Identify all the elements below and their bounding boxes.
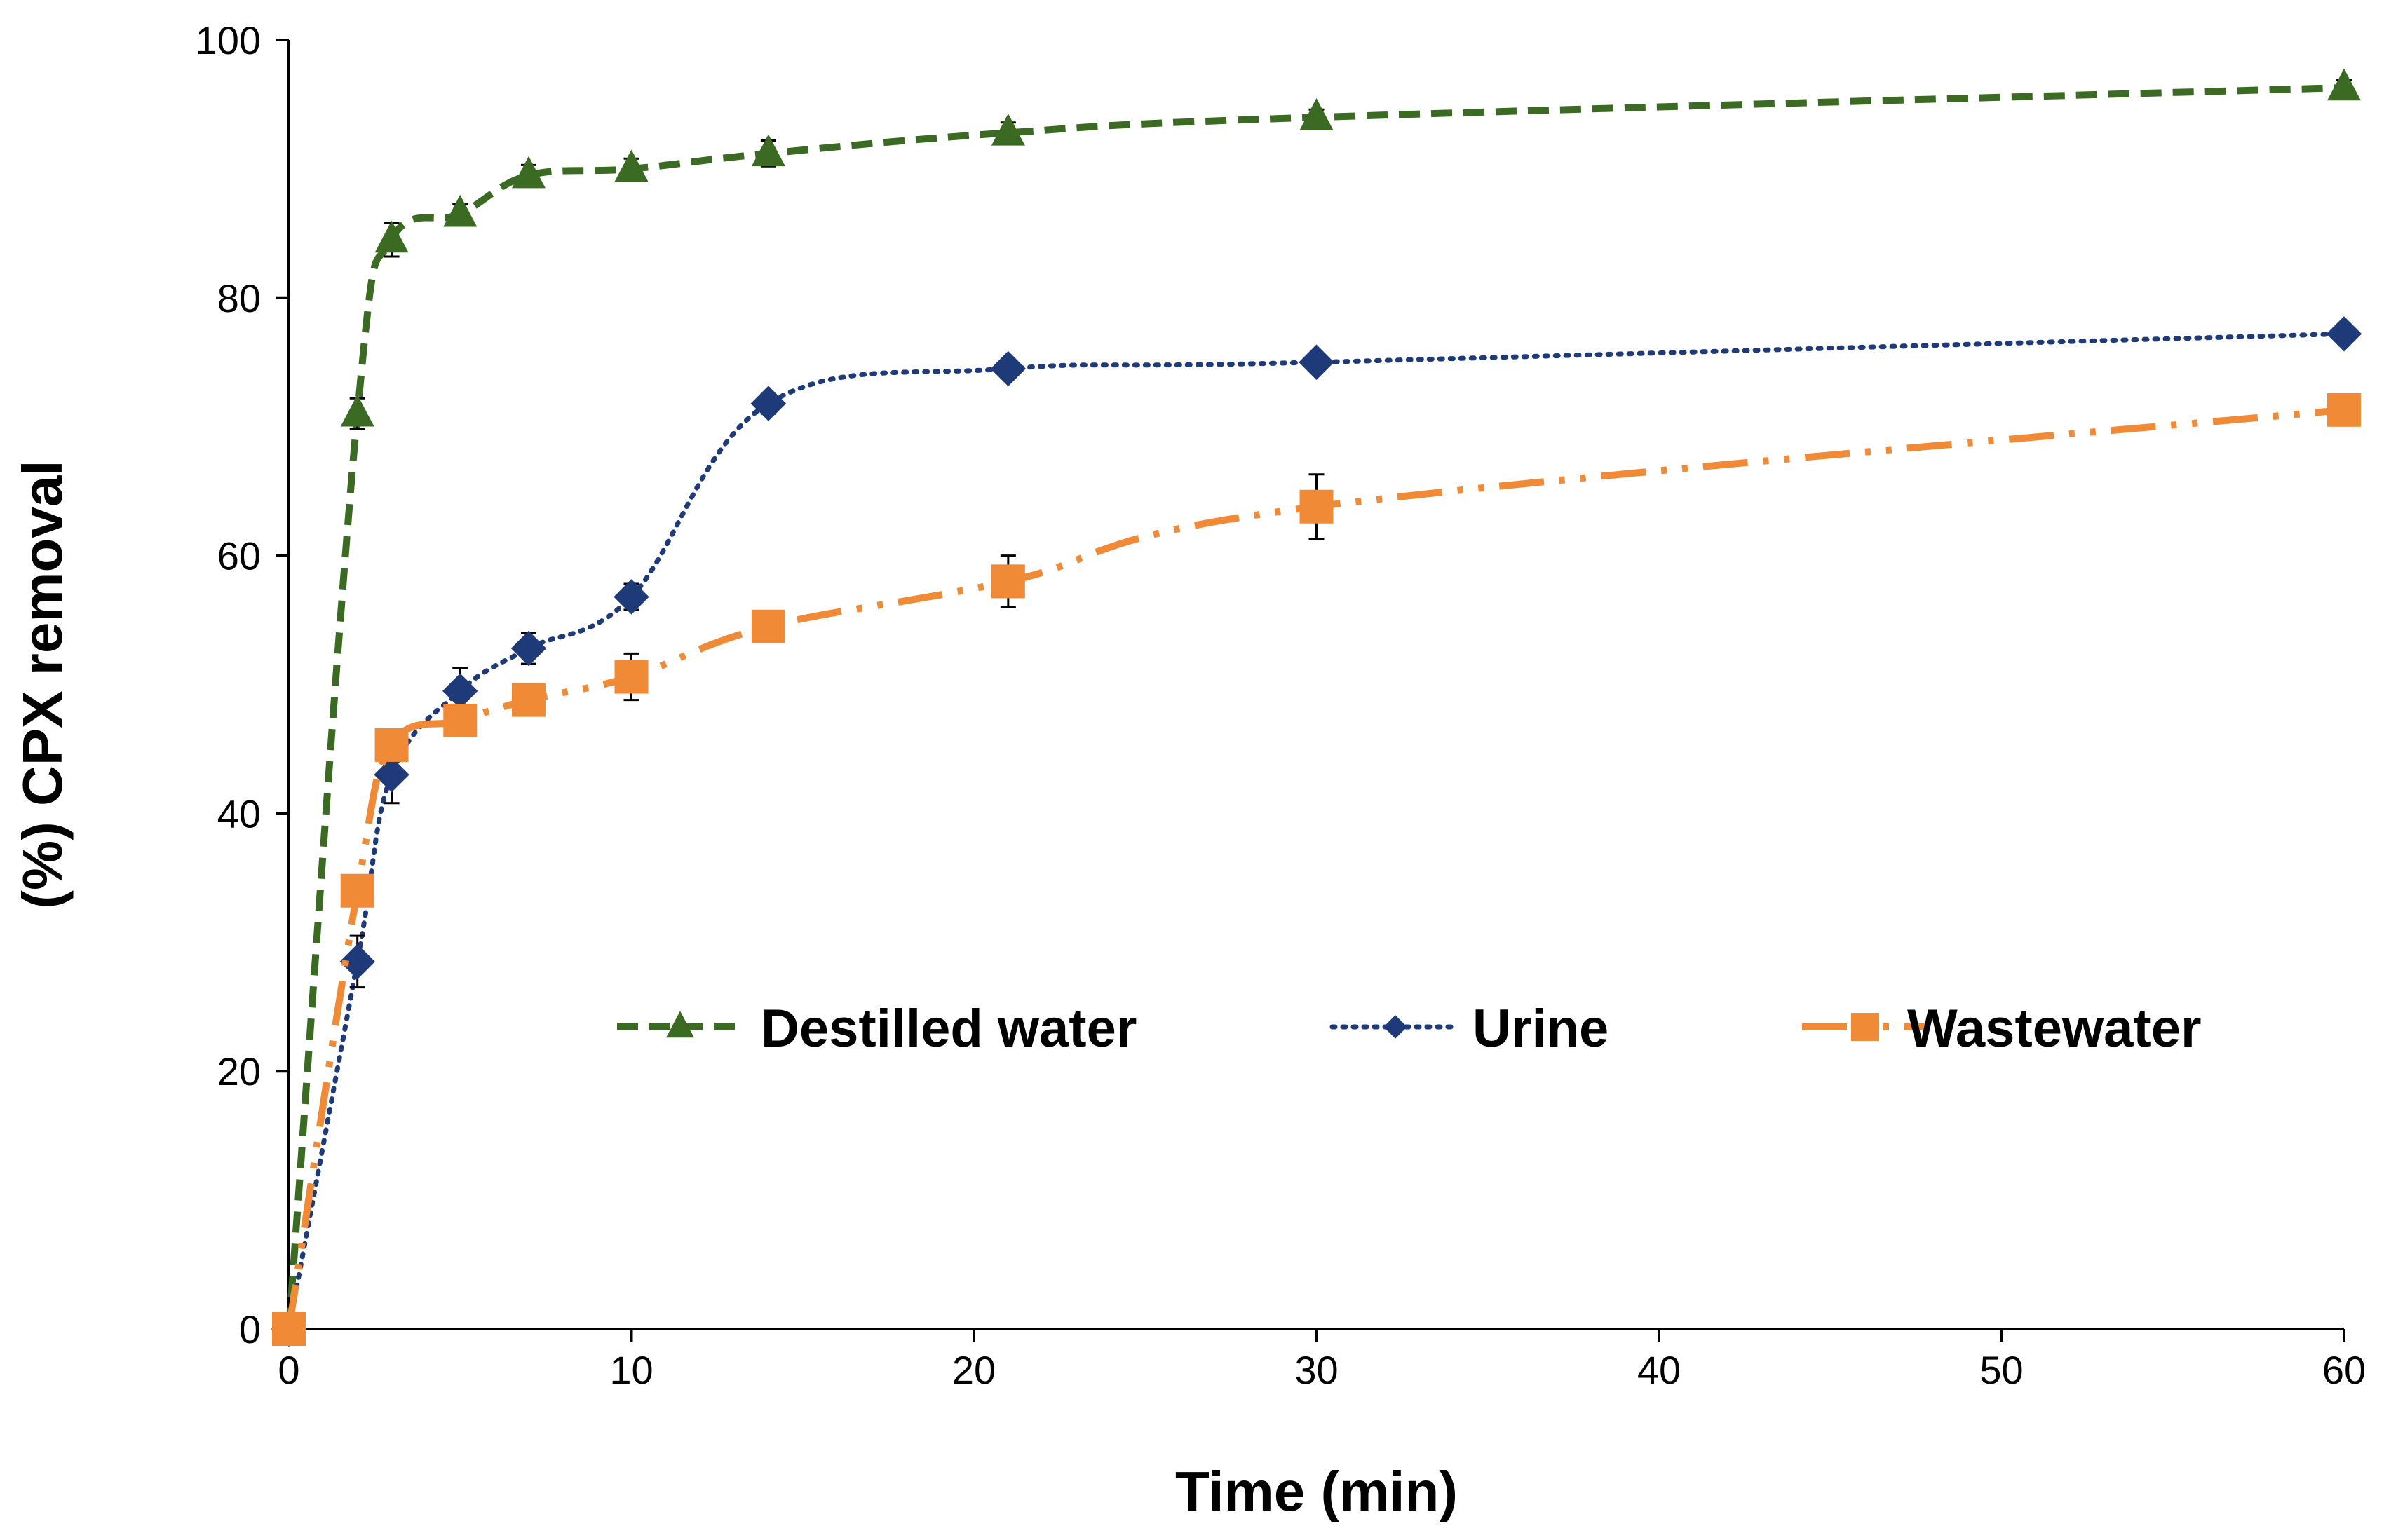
data-point <box>442 673 478 709</box>
x-tick-label: 20 <box>952 1348 996 1392</box>
data-point <box>751 134 785 167</box>
legend-item-urine: Urine <box>1329 999 1608 1058</box>
legend-label: Wastewater <box>1907 999 2202 1058</box>
x-axis-title: Time (min) <box>1175 1460 1458 1522</box>
data-point <box>272 1312 306 1346</box>
legend-marker <box>1851 1013 1879 1041</box>
y-axis-title: (%) CPX removal <box>11 460 74 908</box>
series-destilled-water <box>272 68 2361 1342</box>
series-layer <box>271 68 2362 1347</box>
data-point <box>511 683 546 717</box>
data-point <box>614 149 649 182</box>
data-point <box>991 564 1025 599</box>
data-point <box>340 873 374 908</box>
x-tick-label: 30 <box>1294 1348 1338 1392</box>
series-urine <box>271 316 2362 1347</box>
series-line <box>285 406 2345 1330</box>
data-point <box>510 630 547 667</box>
data-point <box>340 394 374 427</box>
data-point <box>750 386 787 421</box>
legend-item-destilled-water: Destilled water <box>617 999 1137 1058</box>
y-tick-label: 40 <box>217 791 261 836</box>
data-point <box>1299 489 1334 524</box>
legend-marker <box>666 1011 694 1038</box>
legend-item-wastewater: Wastewater <box>1802 999 2202 1058</box>
series-line <box>285 84 2345 1330</box>
y-tick-label: 60 <box>217 534 261 578</box>
y-tick-label: 0 <box>239 1307 261 1351</box>
data-point <box>1299 344 1334 380</box>
data-point <box>2326 316 2362 352</box>
data-point <box>443 194 478 227</box>
data-point <box>990 350 1027 387</box>
data-point <box>1299 97 1334 130</box>
data-point <box>2327 393 2361 427</box>
data-point <box>374 220 409 253</box>
y-tick-label: 80 <box>217 276 261 320</box>
axes: 0 20 40 60 80 100 0 10 20 30 40 50 60 <box>196 18 2366 1392</box>
legend-label: Urine <box>1472 999 1608 1058</box>
x-tick-label: 40 <box>1637 1348 1681 1392</box>
data-point <box>339 943 375 980</box>
data-point <box>991 114 1025 146</box>
data-point <box>374 728 409 762</box>
y-tick-label: 20 <box>217 1049 261 1093</box>
data-point <box>511 156 546 189</box>
x-tick-label: 10 <box>609 1348 653 1392</box>
x-tick-label: 60 <box>2322 1348 2366 1392</box>
x-tick-label: 0 <box>278 1348 299 1392</box>
legend-marker <box>1383 1015 1407 1039</box>
data-point <box>2327 68 2361 101</box>
data-point <box>751 609 785 643</box>
data-point <box>614 579 649 615</box>
data-point <box>374 757 409 793</box>
x-tick-label: 50 <box>1979 1348 2023 1392</box>
legend-label: Destilled water <box>761 999 1137 1058</box>
legend: Destilled water Urine Wastewater <box>617 999 2202 1058</box>
y-tick-label: 100 <box>196 18 261 62</box>
series-wastewater <box>272 393 2361 1346</box>
data-point <box>443 703 478 737</box>
data-point <box>614 660 649 694</box>
